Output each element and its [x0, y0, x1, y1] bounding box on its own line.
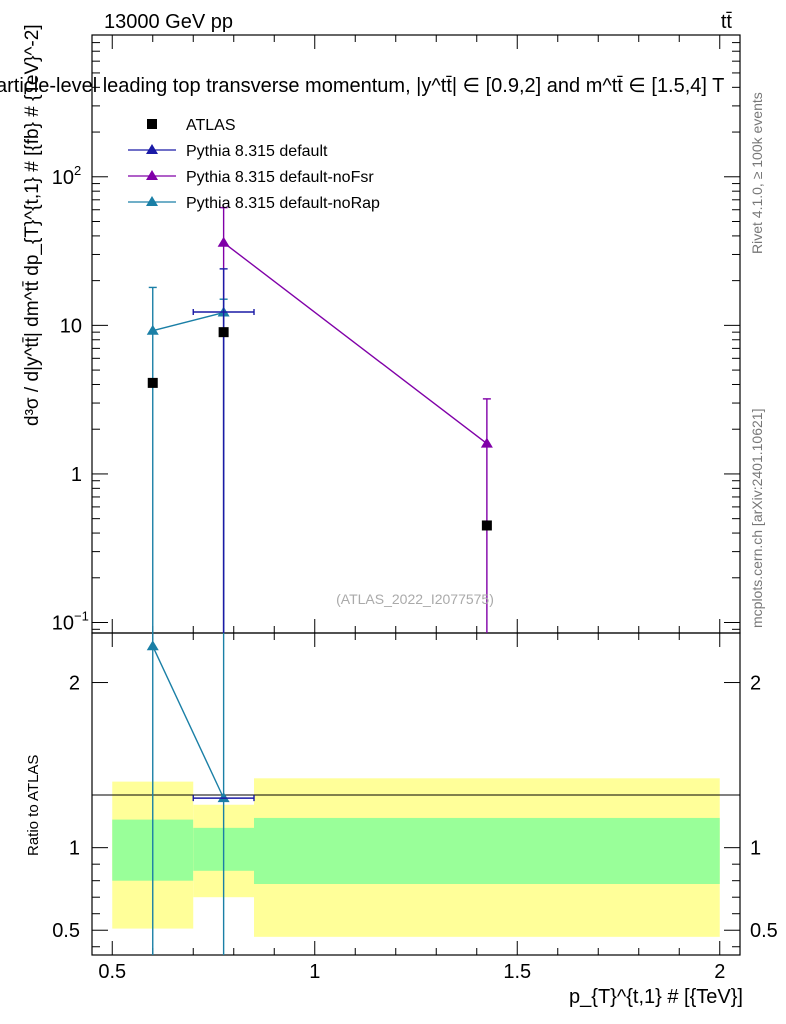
ratio-y-axis-label: Ratio to ATLAS: [25, 755, 42, 856]
legend-marker-nofsr: [146, 170, 158, 180]
atlas-point: [218, 327, 229, 338]
y-tick-label: 10: [52, 613, 74, 635]
legend: ATLAS Pythia 8.315 default Pythia 8.315 …: [128, 117, 380, 212]
x-tick-label: 1: [309, 961, 320, 983]
atlas-point: [147, 377, 158, 388]
y-tick-label: 10: [52, 167, 74, 189]
nofsr-line: [223, 242, 488, 445]
y-tick-label: 10: [60, 315, 82, 337]
ratio-norap-line: [152, 645, 225, 799]
atlas-point: [481, 520, 492, 531]
legend-entry-norap: Pythia 8.315 default-noRap: [186, 195, 380, 212]
ratio-bands: [112, 778, 720, 937]
ratio-y-tick-label-right: 0.5: [750, 920, 778, 942]
x-axis-label: p_{T}^{t,1} # [{TeV}]: [569, 986, 743, 1008]
x-tick-label: 2: [714, 961, 725, 983]
process-label: tt̄: [721, 11, 733, 33]
y-axis-label: d³σ / d|y^tt̄| dm^tt̄ dp_{T}^{t,1} # [{f…: [22, 24, 43, 426]
legend-entry-atlas: ATLAS: [186, 117, 236, 134]
y-tick-label-exponent: −1: [74, 609, 89, 624]
ratio-norap-point: [146, 640, 159, 651]
ratio-y-tick-label-right: 2: [750, 673, 761, 695]
norap-point: [146, 324, 159, 335]
legend-entry-nofsr: Pythia 8.315 default-noFsr: [186, 169, 374, 186]
y-tick-label-exponent: 2: [74, 163, 81, 178]
norap-line: [152, 311, 224, 332]
y-tick-label: 1: [71, 464, 82, 486]
plot-title: article-level leading top transverse mom…: [0, 75, 724, 97]
ratio-y-tick-label: 2: [69, 673, 80, 695]
ratio-y-tick-label: 1: [69, 838, 80, 860]
ratio-band-inner: [254, 817, 720, 884]
ratio-plot-frame: [91, 632, 741, 956]
legend-marker-atlas: [147, 119, 157, 129]
nofsr-point: [217, 236, 230, 247]
legend-entry-default: Pythia 8.315 default: [186, 143, 328, 160]
rivet-label: Rivet 4.1.0, ≥ 100k events: [749, 92, 765, 254]
data-series: [146, 206, 493, 955]
legend-marker-norap: [146, 196, 158, 206]
x-tick-label: 0.5: [98, 961, 126, 983]
energy-label: 13000 GeV pp: [104, 11, 233, 33]
x-tick-label: 1.5: [503, 961, 531, 983]
legend-marker-default: [146, 144, 158, 154]
ratio-norap-point: [217, 792, 230, 803]
ratio-y-tick-label: 0.5: [52, 920, 80, 942]
mcplots-label: mcplots.cern.ch [arXiv:2401.10621]: [749, 409, 765, 628]
nofsr-point: [480, 437, 493, 448]
ratio-y-tick-label-right: 1: [750, 838, 761, 860]
watermark: (ATLAS_2022_I2077575): [336, 591, 494, 607]
